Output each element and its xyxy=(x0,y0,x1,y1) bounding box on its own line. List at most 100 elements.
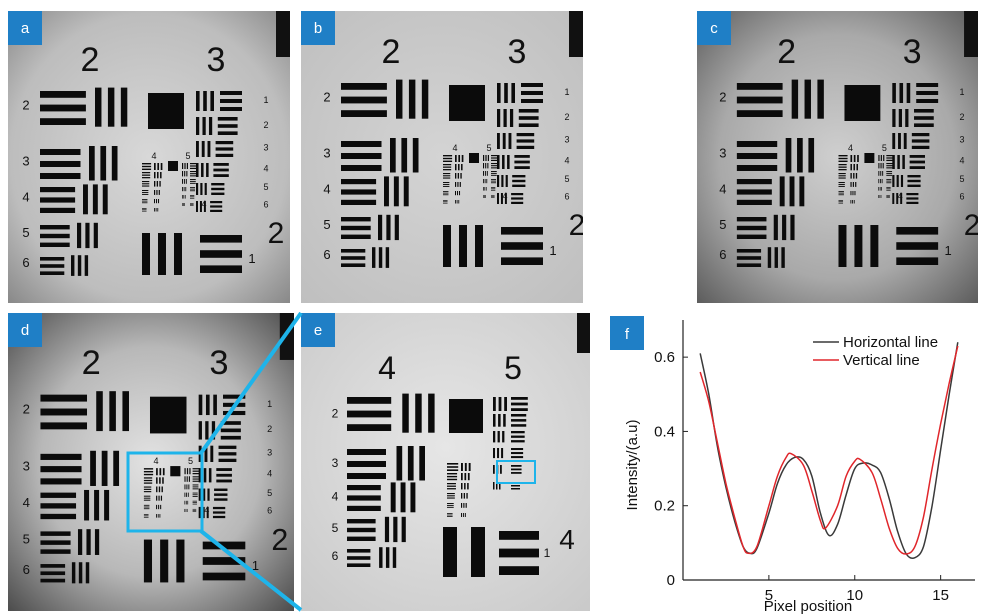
y-tick-label: 0.4 xyxy=(654,423,675,440)
element-number: 2 xyxy=(564,112,569,122)
group-number: 3 xyxy=(207,41,226,79)
element-number: 5 xyxy=(564,174,569,184)
x-axis-label: Pixel position xyxy=(764,598,852,614)
element-number: 1 xyxy=(549,243,556,258)
series-line-horizontal xyxy=(699,342,959,560)
element-number: 5 xyxy=(22,225,29,240)
element-number: 2 xyxy=(23,402,30,417)
element-number: 6 xyxy=(332,549,339,563)
element-number: 1 xyxy=(945,243,952,258)
inner-group-number: 4 xyxy=(151,151,156,161)
inner-group-number: 4 xyxy=(154,456,159,466)
element-number: 3 xyxy=(267,447,272,457)
panel-label-d: d xyxy=(8,313,42,347)
side-group-number: 2 xyxy=(271,523,288,557)
panel-label-c: c xyxy=(697,11,731,45)
element-number: 2 xyxy=(960,112,965,122)
element-number: 2 xyxy=(263,120,268,130)
inner-group-number: 5 xyxy=(882,143,887,153)
inner-group-number: 5 xyxy=(486,143,491,153)
element-number: 2 xyxy=(719,90,726,105)
element-number: 3 xyxy=(332,456,339,470)
group-number: 2 xyxy=(382,33,401,71)
intensity-chart: f 5 10 15 0 0.2 0.4 0.6 Horizontal lineVertical… xyxy=(610,316,975,614)
element-number: 3 xyxy=(323,146,330,161)
element-number: 4 xyxy=(719,181,726,196)
group-number: 2 xyxy=(82,344,101,382)
element-number: 4 xyxy=(263,163,268,173)
inner-group-number: 5 xyxy=(188,456,193,466)
element-number: 5 xyxy=(267,488,272,498)
panel-label-f-box xyxy=(610,316,644,350)
element-number: 2 xyxy=(22,98,29,113)
side-group-number: 2 xyxy=(268,217,285,250)
element-number: 3 xyxy=(564,135,569,145)
element-number: 6 xyxy=(719,247,726,262)
element-number: 4 xyxy=(332,490,339,504)
panel-label-f: f xyxy=(625,326,630,343)
element-number: 3 xyxy=(719,145,726,160)
element-number: 1 xyxy=(252,558,259,573)
group-number: 5 xyxy=(504,350,522,386)
element-number: 4 xyxy=(564,155,569,165)
group-number: 3 xyxy=(209,344,228,382)
element-number: 1 xyxy=(267,399,272,409)
group-number: 3 xyxy=(903,33,922,71)
legend-entry: Horizontal line xyxy=(843,334,938,351)
y-axis-label: Intensity/(a.u) xyxy=(624,420,641,511)
side-group-number: 2 xyxy=(964,209,978,242)
element-number: 1 xyxy=(564,87,569,97)
element-number: 3 xyxy=(960,135,965,145)
panel-label-b: b xyxy=(301,11,335,45)
series-line-vertical xyxy=(699,345,959,555)
panel-label-a: a xyxy=(8,11,42,45)
y-tick-label: 0.6 xyxy=(654,349,675,366)
legend-entry: Vertical line xyxy=(843,352,920,369)
x-tick-label: 5 xyxy=(765,587,773,604)
inner-group-number: 4 xyxy=(452,143,457,153)
element-number: 4 xyxy=(267,469,272,479)
inner-mark: 4 xyxy=(898,191,903,201)
element-number: 4 xyxy=(960,155,965,165)
element-number: 1 xyxy=(544,546,551,560)
element-number: 3 xyxy=(263,143,268,153)
element-number: 2 xyxy=(267,424,272,434)
element-number: 5 xyxy=(719,217,726,232)
group-number: 3 xyxy=(508,33,527,71)
element-number: 4 xyxy=(22,189,29,204)
element-number: 3 xyxy=(22,154,29,169)
x-tick-label: 10 xyxy=(846,587,863,604)
inner-mark: 4 xyxy=(502,191,507,201)
x-tick-label: 15 xyxy=(932,587,949,604)
inner-group-number: 5 xyxy=(185,151,190,161)
element-number: 2 xyxy=(323,90,330,105)
y-tick-label: 0 xyxy=(667,572,675,589)
element-number: 1 xyxy=(248,251,255,266)
y-tick-label: 0.2 xyxy=(654,498,675,515)
element-number: 3 xyxy=(23,459,30,474)
element-number: 6 xyxy=(960,192,965,202)
element-number: 5 xyxy=(332,521,339,535)
element-number: 6 xyxy=(263,200,268,210)
element-number: 1 xyxy=(960,87,965,97)
element-number: 5 xyxy=(263,182,268,192)
inner-group-number: 4 xyxy=(848,143,853,153)
element-number: 6 xyxy=(323,247,330,262)
element-number: 6 xyxy=(22,255,29,270)
element-number: 6 xyxy=(564,192,569,202)
inner-mark: 4 xyxy=(201,199,206,209)
element-number: 5 xyxy=(960,174,965,184)
element-number: 6 xyxy=(267,506,272,516)
inner-mark: 4 xyxy=(204,505,209,515)
panel-label-e: e xyxy=(301,313,335,347)
